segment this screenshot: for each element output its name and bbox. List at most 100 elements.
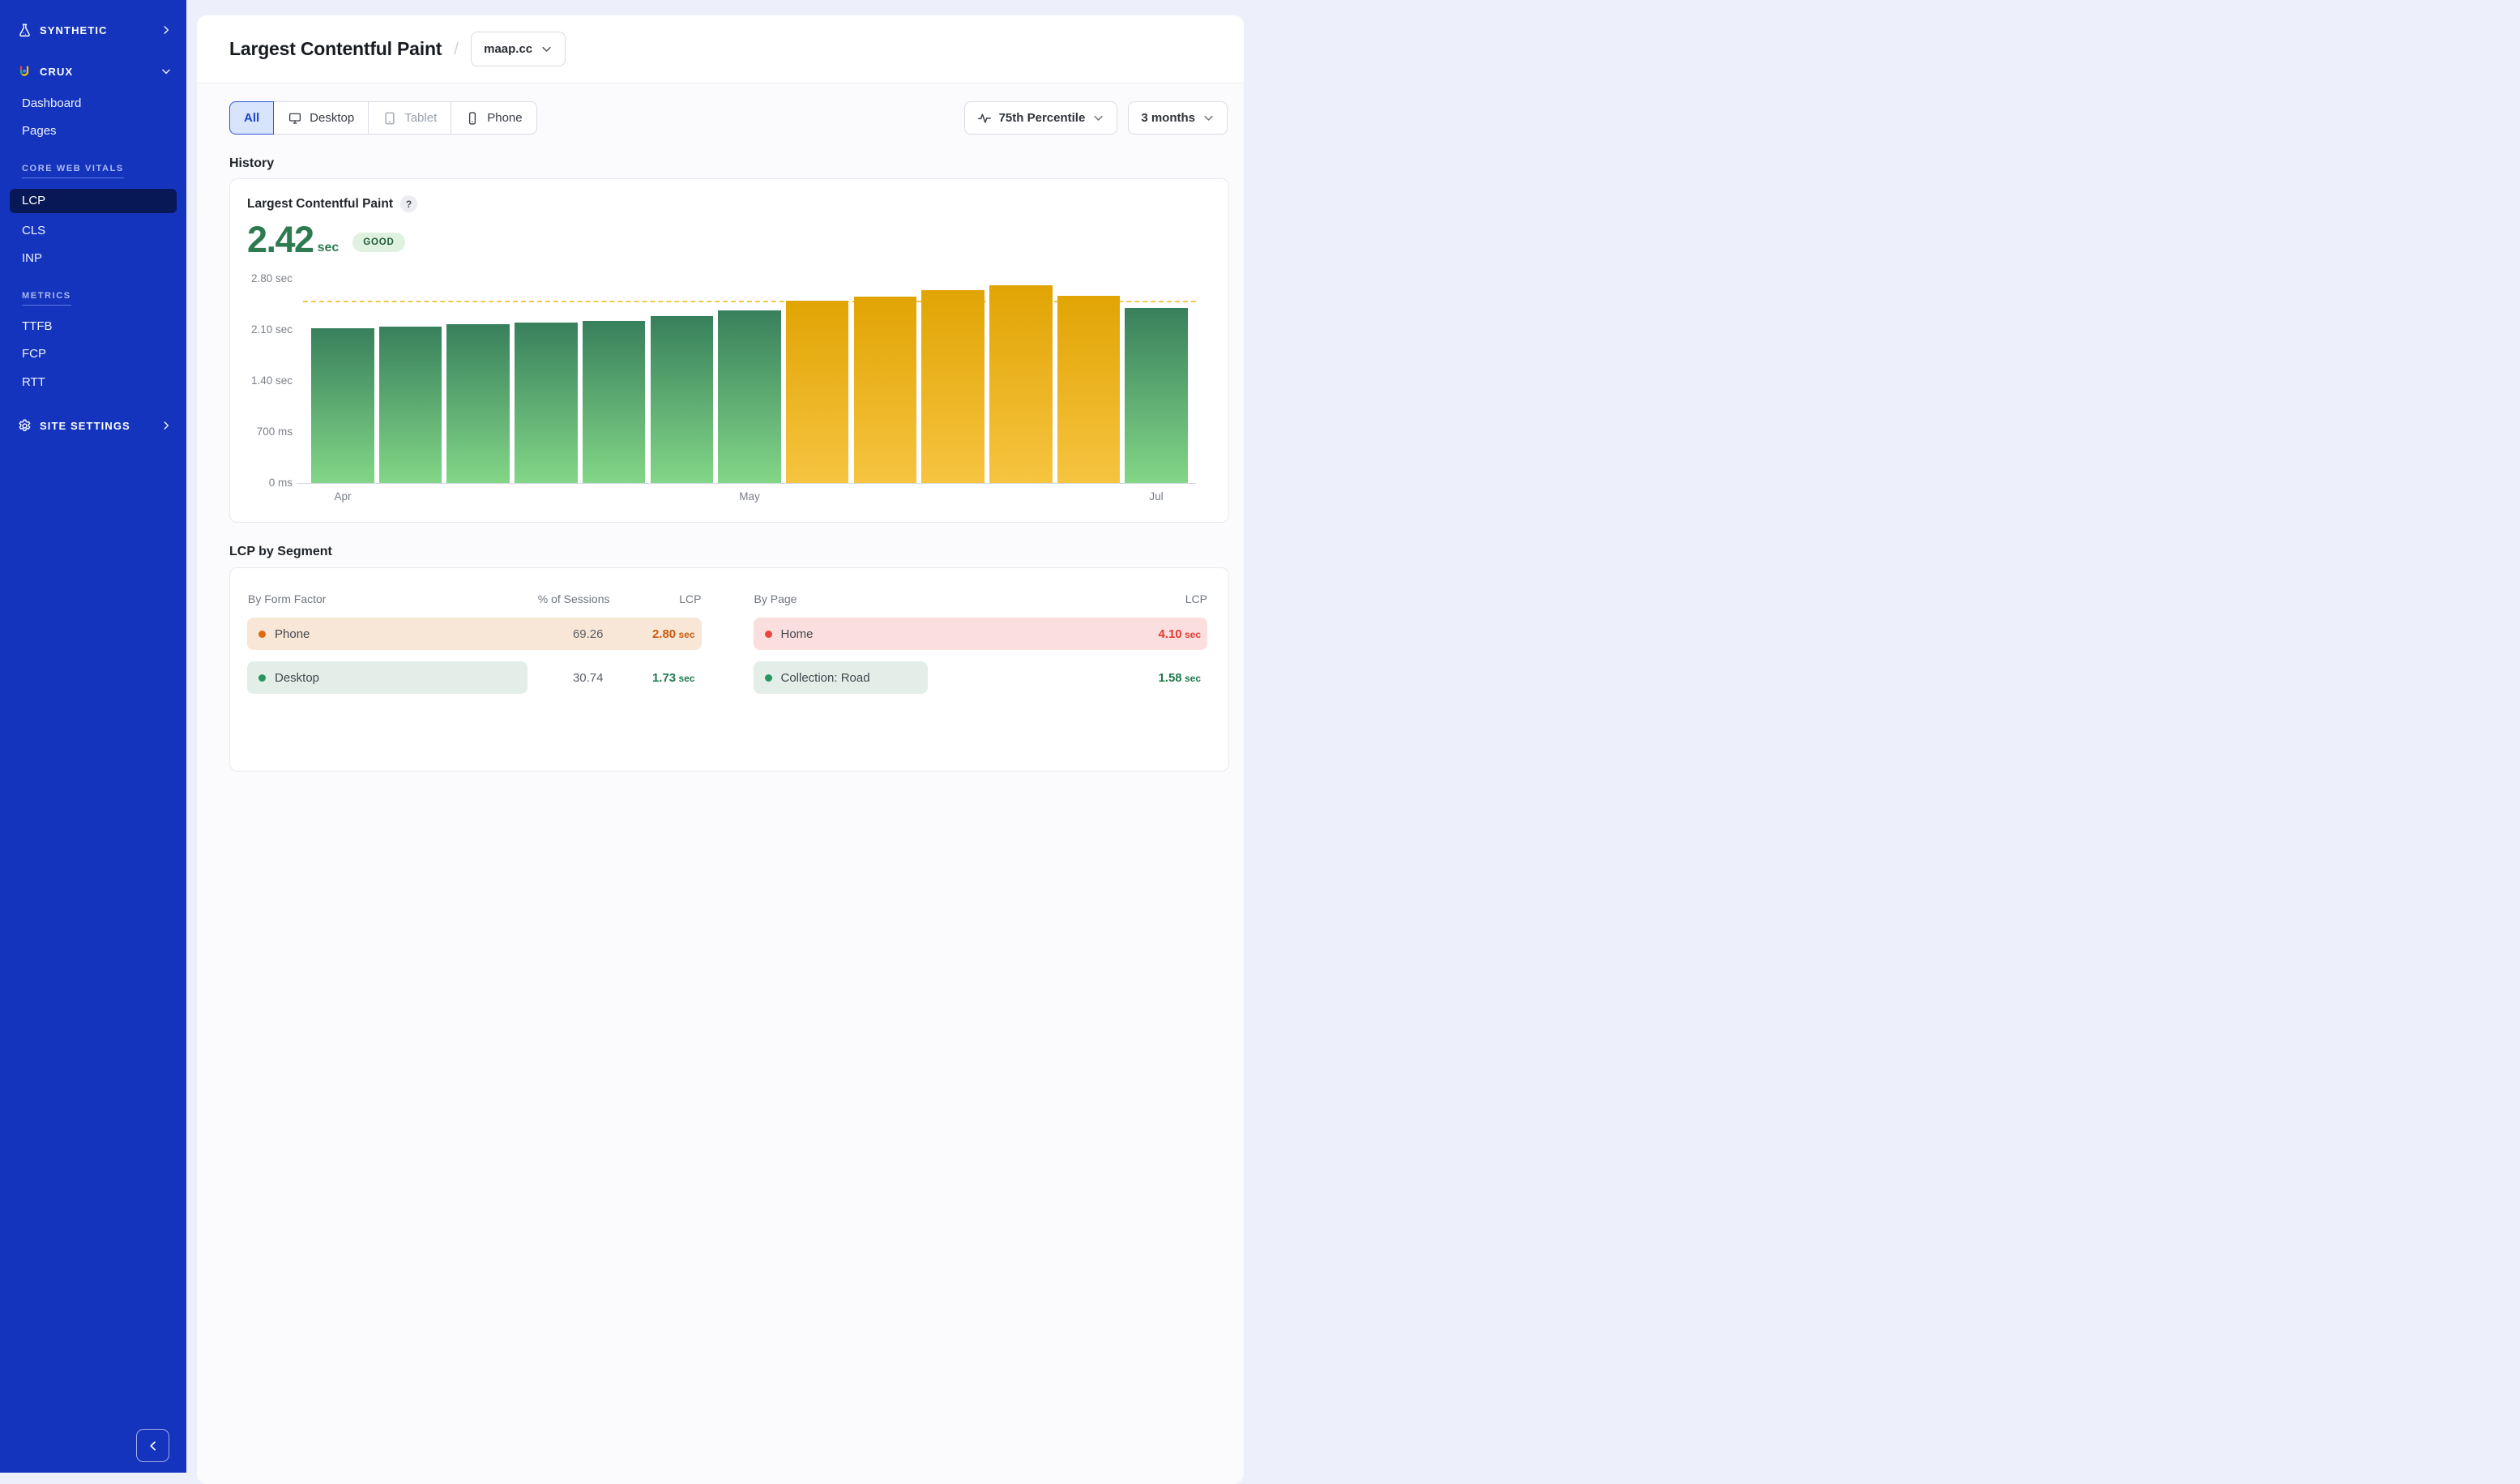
lcp-history-card: Largest Contentful Paint ? 2.42 sec GOOD…: [229, 178, 1229, 523]
chart-bar: [1057, 296, 1121, 483]
tab-phone[interactable]: Phone: [451, 101, 536, 135]
content-panel: Largest Contentful Paint / maap.cc All: [197, 15, 1244, 1484]
sidebar: SYNTHETIC CRUX Dashboard Pages CORE WEB …: [0, 0, 186, 1473]
flask-icon: [16, 22, 32, 38]
sidebar-item-label: CRUX: [40, 66, 73, 78]
chart-plot: [303, 279, 1196, 483]
sessions-value: 30.74: [515, 671, 604, 685]
chart-baseline: [297, 483, 1196, 484]
chart-bar: [854, 297, 917, 483]
sidebar-collapse-button[interactable]: [136, 1429, 169, 1462]
status-dot: [258, 631, 266, 638]
segment-label: Desktop: [275, 671, 319, 685]
tab-desktop[interactable]: Desktop: [274, 101, 369, 135]
page-title: Largest Contentful Paint: [229, 38, 442, 60]
by-page-rows: Home 4.10 sec Collection: Road 1.58 sec: [754, 618, 1208, 694]
date-range-value: 3 months: [1141, 111, 1195, 125]
sidebar-item-site-settings[interactable]: SITE SETTINGS: [0, 415, 186, 436]
chevron-down-icon: [1202, 112, 1215, 124]
tablet-icon: [382, 111, 397, 126]
y-tick-label: 2.10 sec: [251, 323, 293, 336]
x-tick-label: May: [739, 490, 760, 503]
sidebar-item-label: SYNTHETIC: [40, 24, 108, 36]
sidebar-item-synthetic[interactable]: SYNTHETIC: [0, 19, 186, 41]
column-header: By Page: [754, 592, 1123, 605]
sidebar-item-rtt[interactable]: RTT: [0, 374, 186, 391]
segment-row[interactable]: Phone69.262.80 sec: [247, 618, 702, 650]
site-selector-dropdown[interactable]: maap.cc: [471, 32, 566, 66]
y-tick-label: 2.80 sec: [251, 272, 293, 284]
sidebar-item-crux[interactable]: CRUX: [0, 61, 186, 82]
gear-icon: [16, 417, 32, 434]
y-tick-label: 0 ms: [269, 477, 293, 489]
lcp-value: 4.10 sec: [1116, 627, 1201, 641]
tab-all[interactable]: All: [229, 101, 274, 135]
history-heading: History: [229, 156, 1229, 171]
column-header: % of Sessions: [521, 592, 610, 605]
lcp-by-segment-card: By Form Factor % of Sessions LCP Phone69…: [229, 567, 1229, 772]
pulse-icon: [977, 111, 992, 126]
date-range-dropdown[interactable]: 3 months: [1128, 101, 1228, 135]
segment-row[interactable]: Desktop 30.74 1.73 sec: [247, 661, 702, 694]
sidebar-item-lcp[interactable]: LCP: [10, 189, 177, 213]
chart-bar: [718, 310, 781, 483]
percentile-dropdown[interactable]: 75th Percentile: [964, 101, 1118, 135]
tab-label: All: [244, 111, 259, 125]
percentile-value: 75th Percentile: [999, 111, 1086, 125]
main-area: Largest Contentful Paint / maap.cc All: [186, 0, 1260, 1473]
chart-bar: [921, 290, 985, 483]
page-header: Largest Contentful Paint / maap.cc: [197, 15, 1244, 83]
help-icon[interactable]: ?: [400, 195, 417, 212]
status-badge: GOOD: [352, 233, 404, 252]
column-header: LCP: [1122, 592, 1207, 605]
lcp-current-value: 2.42: [247, 223, 314, 258]
chevron-right-icon: [160, 24, 172, 36]
sidebar-item-ttfb[interactable]: TTFB: [0, 318, 186, 335]
smartphone-icon: [465, 111, 480, 126]
chart-bar: [379, 327, 442, 484]
chart-bar: [651, 316, 714, 483]
status-dot: [258, 674, 266, 682]
monitor-icon: [288, 111, 302, 126]
x-tick-label: Apr: [334, 490, 351, 503]
sidebar-section-core-web-vitals: CORE WEB VITALS: [22, 164, 124, 178]
sidebar-item-pages[interactable]: Pages: [0, 122, 186, 139]
lcp-value: 1.73 sec: [610, 671, 695, 685]
chevron-down-icon: [1092, 112, 1104, 124]
breadcrumb-separator: /: [454, 40, 459, 59]
sidebar-item-dashboard[interactable]: Dashboard: [0, 95, 186, 112]
form-factor-rows: Phone69.262.80 sec Desktop 30.74 1.73 sec: [247, 618, 702, 694]
segment-row[interactable]: Home 4.10 sec: [754, 618, 1208, 650]
sidebar-item-inp[interactable]: INP: [0, 250, 186, 267]
sidebar-item-label: SITE SETTINGS: [40, 420, 130, 432]
chart-bar: [583, 321, 646, 483]
chart-bar: [311, 328, 374, 483]
x-tick-label: Jul: [1149, 490, 1163, 503]
chevron-right-icon: [160, 420, 172, 431]
tab-label: Tablet: [404, 111, 437, 125]
sessions-value: 69.26: [515, 627, 604, 641]
lcp-current-unit: sec: [318, 241, 340, 258]
site-selector-value: maap.cc: [484, 42, 532, 56]
segment-label: Home: [781, 627, 814, 641]
segment-label: Collection: Road: [781, 671, 870, 685]
lcp-value: 1.58 sec: [1116, 671, 1201, 685]
crux-logo-icon: [16, 63, 32, 79]
chevron-down-icon: [540, 43, 553, 55]
chart-title: Largest Contentful Paint: [247, 197, 393, 212]
segments-heading: LCP by Segment: [229, 545, 1229, 559]
tab-label: Phone: [487, 111, 522, 125]
sidebar-item-fcp[interactable]: FCP: [0, 345, 186, 362]
sidebar-section-metrics: METRICS: [22, 291, 71, 306]
tab-label: Desktop: [310, 111, 354, 125]
segment-row[interactable]: Collection: Road 1.58 sec: [754, 661, 1208, 694]
chart-bar: [515, 323, 578, 483]
chart-bar: [989, 285, 1053, 483]
sidebar-item-cls[interactable]: CLS: [0, 222, 186, 239]
y-tick-label: 700 ms: [257, 426, 293, 438]
device-filter: All Desktop: [229, 101, 537, 135]
tab-tablet[interactable]: Tablet: [369, 101, 451, 135]
status-dot: [765, 674, 772, 682]
y-tick-label: 1.40 sec: [251, 374, 293, 387]
column-header: By Form Factor: [248, 592, 521, 605]
